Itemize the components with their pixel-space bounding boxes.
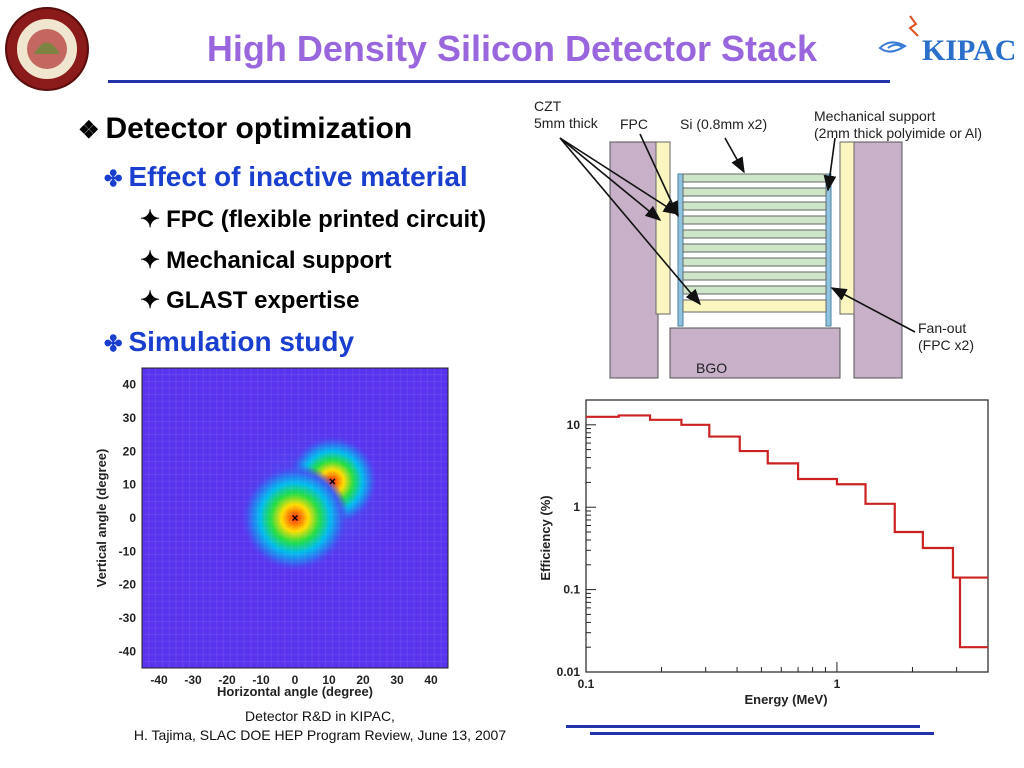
czt-right [853,141,903,379]
heatmap-xtick-label: -20 [218,673,236,687]
bullet-item-glast: ✦ GLAST expertise [140,286,360,315]
heatmap-ytick-label: 20 [123,444,137,458]
star-bullet-icon: ✦ [140,247,161,274]
label-fpc: FPC [620,116,648,132]
label-si: Si (0.8mm x2) [680,116,768,132]
efficiency-ylabel: Efficiency (%) [538,495,553,580]
footer-line-left [566,725,920,728]
flower-bullet-icon: ✤ [104,166,123,191]
slide-title: High Density Silicon Detector Stack [206,28,818,69]
bgo-block [669,327,841,379]
heatmap-marker: × [329,474,336,488]
efficiency-xtick-label: 0.1 [578,677,595,691]
efficiency-series-line [586,414,988,649]
heatmap-ytick-label: -40 [119,644,137,658]
heatmap-ylabel: Vertical angle (degree) [94,449,109,588]
heatmap-xtick-label: 10 [322,673,336,687]
heatmap-ytick-label: -20 [119,578,137,592]
bullet-sub2: ✤ Simulation study [104,326,354,358]
heatmap-ytick-label: -10 [119,544,137,558]
heatmap-ytick-label: 0 [129,511,136,525]
efficiency-xtick-label: 1 [834,677,841,691]
university-seal-logo [4,6,90,92]
label-bgo: BGO [696,360,728,376]
fpc-left [677,173,684,327]
heatmap-marker: × [291,511,298,525]
heatmap-xlabel: Horizontal angle (degree) [217,684,373,699]
diamond-bullet-icon: ❖ [78,117,100,144]
bullet-item-fpc: ✦ FPC (flexible printed circuit) [140,205,486,234]
heatmap-xtick-label: 20 [356,673,370,687]
heatmap-ytick-label: -30 [119,611,137,625]
fanout-bar [682,299,827,313]
czt-left [609,141,659,379]
heatmap-hotspot [241,464,349,572]
star-bullet-icon: ✦ [140,287,161,314]
star-bullet-icon: ✦ [140,206,161,233]
bullet-item-mech: ✦ Mechanical support [140,246,391,275]
heatmap-xtick-label: 40 [424,673,438,687]
heatmap-chart: × × -40 -30 -20 -10 0 10 20 30 40 -40 -30 -20 -10 0 10 2… [90,362,460,702]
fpc-right [825,173,832,327]
heatmap-xtick-label: -10 [252,673,270,687]
detector-diagram: CZT 5mm thick FPC Si (0.8mm x2) Mechanic… [520,92,1020,384]
label-mech: Mechanical support (2mm thick polyimide … [814,108,983,141]
heatmap-xtick-label: -40 [150,673,168,687]
efficiency-ytick-label: 10 [567,418,581,432]
bullet-main: ❖ Detector optimization [78,112,412,146]
bullet-sub1-text: Effect of inactive material [128,161,468,192]
efficiency-ytick-label: 0.1 [563,583,580,597]
heatmap-ytick-label: 10 [123,478,137,492]
efficiency-chart: 0.01 0.1 1 10 0.1 1 Energy (MeV) Efficiency (… [530,388,996,710]
detector-diagram-svg [559,133,916,379]
title-underline [108,80,890,83]
mech-support-left [655,141,671,315]
footer-line2: H. Tajima, SLAC DOE HEP Program Review, … [133,727,507,743]
kipac-logo: KIPAC [870,8,1020,78]
bullet-item-text: FPC (flexible printed circuit) [166,206,487,233]
kipac-logo-text: KIPAC [922,34,1017,67]
heatmap-svg: × × -40 -30 -20 -10 0 10 20 30 40 -40 -30 -20 -10 0 10 2… [94,367,449,699]
label-fanout: Fan-out (FPC x2) [918,320,974,353]
efficiency-ytick-label: 1 [573,500,580,514]
heatmap-frame [141,367,449,669]
bullet-item-text: Mechanical support [166,247,392,274]
heatmap-xtick-label: -30 [184,673,202,687]
efficiency-xlabel: Energy (MeV) [744,692,827,707]
footer-line-right [590,732,934,735]
heatmap-ytick-label: 30 [123,411,137,425]
label-czt: CZT 5mm thick [534,98,598,131]
footer: Detector R&D in KIPAC, H. Tajima, SLAC D… [60,707,580,745]
si-layers [682,173,827,295]
bullet-sub2-text: Simulation study [128,326,355,357]
mech-support-right [839,141,855,315]
bullet-main-text: Detector optimization [105,112,413,145]
flower-bullet-icon: ✤ [104,331,123,356]
bullet-item-text: GLAST expertise [166,287,360,314]
heatmap-xtick-label: 0 [292,673,299,687]
efficiency-ytick-label: 0.01 [557,665,581,679]
heatmap-xtick-label: 30 [390,673,404,687]
heatmap-ytick-label: 40 [123,378,137,392]
footer-line1: Detector R&D in KIPAC, [245,708,395,724]
bullet-sub1: ✤ Effect of inactive material [104,161,468,193]
